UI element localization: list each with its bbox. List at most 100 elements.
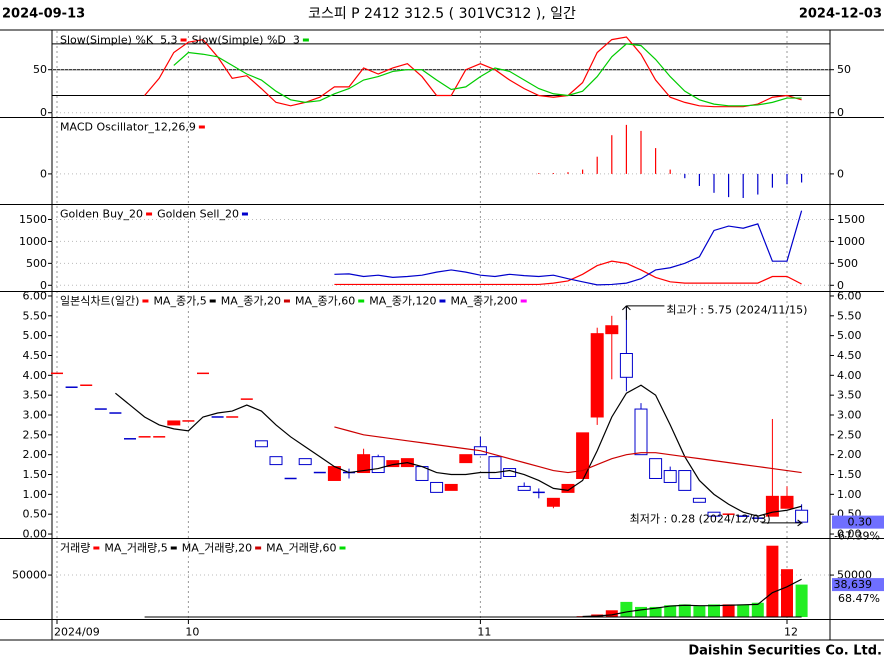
- series-line: [173, 43, 802, 107]
- y-tick-label: 0.00: [23, 528, 48, 541]
- volume-bar: [635, 606, 647, 617]
- y-tick-label: 1.00: [837, 488, 862, 501]
- oscillator-bar: [567, 172, 569, 174]
- oscillator-bar: [582, 169, 584, 174]
- legend-label: Slow(Simple) %D 3: [192, 34, 300, 47]
- candle-body: [780, 495, 794, 509]
- oscillator-bar: [698, 173, 700, 186]
- change-label: -67.39%: [834, 530, 880, 543]
- y-tick-label: 1500: [837, 213, 865, 226]
- x-tick-label: 11: [477, 626, 491, 639]
- y-tick-label: 0: [837, 279, 844, 292]
- oscillator-bar: [611, 135, 613, 174]
- y-tick-label: 50: [33, 63, 47, 76]
- legend-label: MA_종가,60: [295, 295, 355, 308]
- y-tick-label: 2.00: [23, 448, 48, 461]
- y-tick-label: 0: [40, 106, 47, 119]
- candle-body: [517, 485, 531, 491]
- series-line: [334, 426, 802, 474]
- oscillator-bar: [625, 124, 627, 174]
- candle-body: [167, 420, 181, 426]
- volume-bar: [795, 584, 808, 617]
- legend-swatch: [439, 299, 446, 303]
- legend-label: MA_종가,20: [221, 295, 281, 308]
- legend-swatch: [146, 212, 153, 216]
- y-tick-label: 0: [40, 167, 47, 180]
- candle-body: [459, 454, 473, 464]
- volume-bar: [693, 606, 706, 617]
- candle-body: [692, 497, 706, 503]
- candle-body: [678, 470, 692, 491]
- legend-label: MA_거래량,5: [104, 542, 167, 555]
- series-line: [115, 384, 802, 517]
- volume-bar: [722, 604, 735, 617]
- candle-body: [590, 333, 604, 418]
- start-date: 2024-09-13: [2, 7, 85, 22]
- y-tick-label: 50: [837, 63, 851, 76]
- y-tick-label: 1000: [19, 235, 47, 248]
- legend-swatch: [283, 299, 290, 303]
- last-value-box: [832, 578, 884, 592]
- volume-bar: [678, 604, 691, 617]
- legend-label: 일본식차트(일간): [60, 294, 139, 308]
- y-tick-label: 50000: [12, 569, 47, 582]
- footer: Daishin Securities Co. Ltd.: [688, 644, 882, 659]
- y-tick-label: 4.50: [837, 349, 862, 362]
- y-tick-label: 1.00: [23, 488, 48, 501]
- oscillator-bar: [757, 173, 759, 195]
- candle-body: [444, 483, 458, 491]
- series-line: [334, 260, 802, 286]
- oscillator-bar: [771, 173, 773, 188]
- legend-swatch: [170, 546, 177, 550]
- legend-label: 거래량: [60, 542, 90, 555]
- legend-swatch: [358, 299, 365, 303]
- legend-swatch: [520, 299, 527, 303]
- candle-body: [649, 458, 663, 479]
- candle-body: [707, 511, 721, 517]
- y-tick-label: 3.00: [837, 409, 862, 422]
- candle-body: [546, 497, 560, 507]
- y-tick-label: 2.00: [837, 448, 862, 461]
- legend-swatch: [255, 546, 262, 550]
- volume-bar: [766, 545, 779, 617]
- y-tick-label: 5.50: [23, 309, 48, 322]
- candle-body: [269, 456, 283, 466]
- y-tick-label: 0: [837, 106, 844, 119]
- y-tick-label: 2.50: [837, 428, 862, 441]
- candle-body: [503, 468, 517, 477]
- y-tick-label: 5.00: [23, 329, 48, 342]
- oscillator-bar: [538, 173, 540, 174]
- change-label: 68.47%: [838, 592, 880, 605]
- legend-label: MA_거래량,60: [266, 542, 336, 555]
- legend-swatch: [339, 546, 346, 550]
- y-tick-label: 0: [837, 167, 844, 180]
- legend-label: MA_종가,120: [369, 295, 436, 308]
- volume-bar: [737, 604, 750, 617]
- volume-bar: [664, 605, 677, 617]
- candle-body: [795, 509, 809, 523]
- legend-swatch: [241, 212, 248, 216]
- y-tick-label: 5.50: [837, 309, 862, 322]
- y-tick-label: 1500: [19, 213, 47, 226]
- candle-body: [371, 456, 385, 474]
- oscillator-bar: [640, 130, 642, 174]
- candle-body: [298, 458, 312, 466]
- candle-body: [254, 440, 268, 448]
- volume-bar: [620, 601, 633, 617]
- last-value-label: 38,639: [834, 578, 873, 591]
- x-tick-label: 10: [185, 626, 199, 639]
- y-tick-label: 1.50: [837, 468, 862, 481]
- legend-label: Slow(Simple) %K 5,3: [60, 34, 178, 47]
- candle-body: [561, 483, 575, 493]
- series-line: [582, 578, 802, 618]
- candle-body: [430, 481, 444, 493]
- legend-label: MA_종가,200: [450, 295, 517, 308]
- oscillator-bar: [728, 173, 730, 198]
- candle-body: [619, 353, 633, 378]
- oscillator-bar: [801, 173, 803, 183]
- candle-body: [357, 454, 371, 474]
- volume-bar: [751, 602, 764, 617]
- legend-swatch: [209, 299, 216, 303]
- y-tick-label: 500: [26, 257, 47, 270]
